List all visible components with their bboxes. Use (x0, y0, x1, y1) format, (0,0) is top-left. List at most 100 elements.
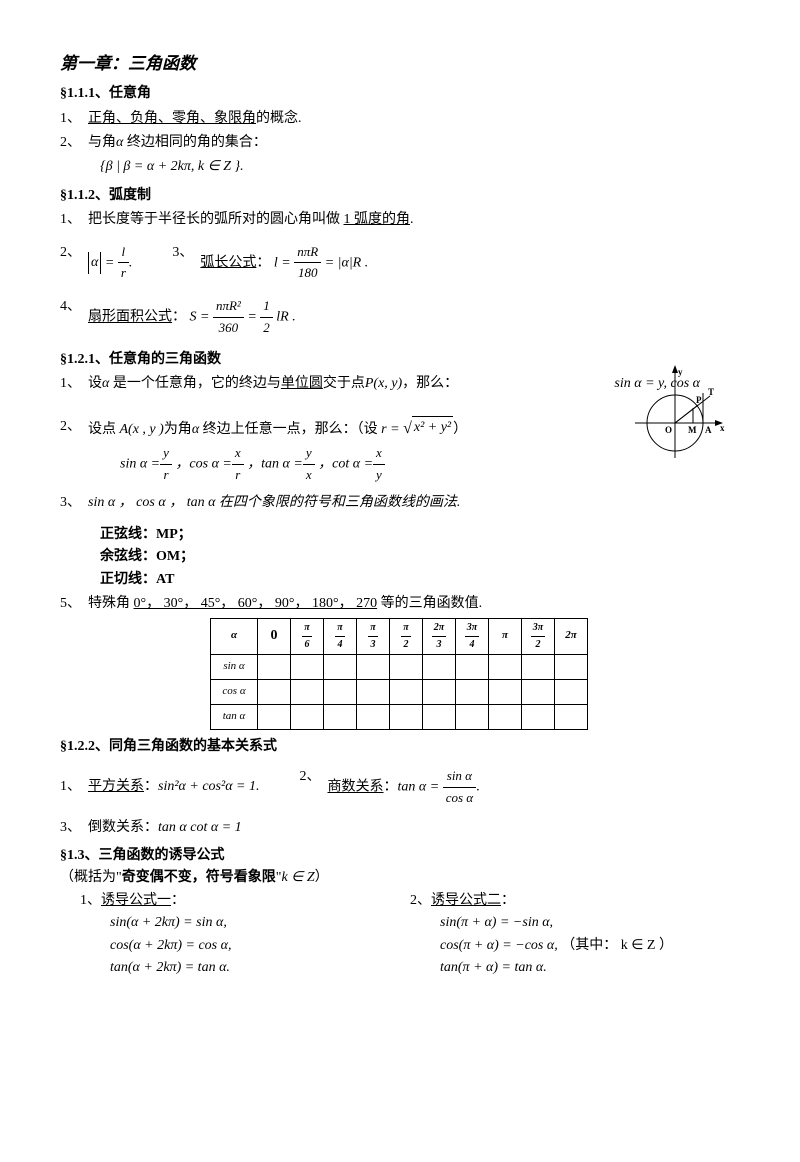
u: 商数关系 (328, 780, 384, 795)
u: 单位圆 (281, 376, 323, 391)
pre: 与角 (88, 135, 116, 150)
eq3: tan(π + α) = tan α. (440, 957, 740, 979)
u: 扇形面积公式 (88, 310, 172, 325)
pre: 设点 (88, 422, 120, 437)
section-1-1-2-title: §1.1.2、弧度制 (60, 185, 740, 207)
P-label: P (696, 395, 702, 405)
row-cos: cos α (211, 679, 588, 704)
chapter-title: 第一章：三角函数 (60, 50, 740, 77)
y-label: y (678, 367, 683, 377)
row-sin: sin α (211, 654, 588, 679)
frac: sin αcos α (443, 766, 476, 809)
eq1: sin(π + α) = −sin α, (440, 912, 740, 934)
num: 1、 (60, 373, 88, 395)
text: sin α ， cos α ， tan α 在四个象限的符号和三角函数线的画法. (88, 492, 460, 514)
u: 诱导公式二 (431, 893, 501, 908)
line-sin: 正弦线：MP； (100, 524, 740, 546)
s121-i3: 3、 sin α ， cos α ， tan α 在四个象限的符号和三角函数线的… (60, 492, 740, 514)
u: 1 弧度的角 (344, 212, 411, 227)
end: ） (453, 422, 467, 437)
post: lR . (276, 310, 295, 325)
eq2: cos(π + α) = −cos α, (440, 938, 558, 953)
s111-formula: {β | β = α + 2kπ, k ∈ Z }. (100, 156, 740, 178)
u: 0°， 30°， 45°， 60°， 90°， 180°， 270 (134, 596, 378, 611)
post: 终边相同的角的集合： (123, 135, 267, 150)
num: 4、 (60, 296, 88, 318)
post: 交于点 (323, 376, 365, 391)
c1: π6 (291, 618, 324, 654)
f2: ，cos α = (175, 457, 231, 472)
trig-values-table: α 0 π6 π4 π3 π2 2π3 3π4 π 3π2 2π sin α c… (210, 618, 588, 730)
M-label: M (688, 425, 697, 435)
group2: 2、诱导公式二： sin(π + α) = −sin α, cos(π + α)… (410, 890, 740, 980)
num: 2、 (60, 242, 88, 264)
lhs: l = (274, 255, 291, 270)
s112-i3: 3、 弧长公式： l = nπR180 = |α|R . (172, 242, 368, 285)
s111-item1: 1、 正角、负角、零角、象限角的概念. (60, 108, 740, 130)
section-1-3-title: §1.3、三角函数的诱导公式 (60, 845, 740, 867)
num: 1、 (60, 209, 88, 231)
T-label: T (708, 387, 714, 397)
A: A(x , y ) (120, 422, 164, 437)
num: 1、 (60, 776, 88, 798)
c0: 0 (258, 618, 291, 654)
c6: 3π4 (456, 618, 489, 654)
diagram-wrap: 1、 设α 是一个任意角，它的终边与单位圆交于点P(x, y)，那么： sin … (60, 373, 740, 441)
group1: 1、诱导公式一： sin(α + 2kπ) = sin α, cos(α + 2… (60, 890, 410, 980)
s122-i1: 1、 平方关系：sin²α + cos²α = 1. (60, 776, 260, 798)
colon: ： (171, 893, 185, 908)
c2: π4 (324, 618, 357, 654)
dot: . (129, 255, 133, 270)
num: 2、 (60, 132, 88, 154)
mid: 是一个任意角，它的终边与 (109, 376, 281, 391)
eq: tan α cot α = 1 (158, 820, 242, 835)
s13-note: （概括为"奇变偶不变，符号看象限"k ∈ Z） (60, 867, 740, 889)
eq3: tan(α + 2kπ) = tan α. (110, 957, 410, 979)
num: 3、 (60, 817, 88, 839)
p: P(x, y) (365, 376, 402, 391)
u: 正角、负角、零角、象限角 (88, 111, 256, 126)
pre: 设 (88, 376, 102, 391)
text: 倒数关系： (88, 820, 158, 835)
frac: nπR180 (294, 242, 321, 285)
s122-i3: 3、 倒数关系：tan α cot α = 1 (60, 817, 740, 839)
s112-row: 2、 α = lr. 3、 弧长公式： l = nπR180 = |α|R . (60, 240, 740, 287)
f4: ，cot α = (318, 457, 373, 472)
post: . (410, 212, 414, 227)
eq2: cos(α + 2kπ) = cos α, (110, 935, 410, 957)
induction-formulas: 1、诱导公式一： sin(α + 2kπ) = sin α, cos(α + 2… (60, 890, 740, 980)
s112-i4: 4、 扇形面积公式： S = nπR²360 = 12 lR . (60, 296, 740, 339)
post: 的概念. (256, 111, 302, 126)
f1: sin α = (120, 457, 160, 472)
num: 1、 (80, 893, 101, 908)
num: 1、 (60, 108, 88, 130)
c9: 2π (555, 618, 588, 654)
s112-i1: 1、 把长度等于半径长的弧所对的圆心角叫做 1 弧度的角. (60, 209, 740, 231)
line-tan: 正切线：AT (100, 569, 740, 591)
A-label: A (705, 425, 712, 435)
r: r = (381, 422, 403, 437)
num: 2、 (410, 893, 431, 908)
u: 平方关系 (88, 779, 144, 794)
colon: ： (384, 780, 398, 795)
line-cos: 余弦线：OM； (100, 546, 740, 568)
alpha-head: α (211, 618, 258, 654)
section-1-2-2-title: §1.2.2、同角三角函数的基本关系式 (60, 736, 740, 758)
frac1: nπR²360 (213, 296, 244, 339)
unit-circle-diagram: y x O M A P T (620, 363, 730, 463)
c4: π2 (390, 618, 423, 654)
colon: ： (172, 310, 186, 325)
s122-i2: 2、 商数关系：tan α = sin αcos α. (300, 766, 480, 809)
lhs: S = (190, 310, 210, 325)
end: ） (315, 870, 329, 885)
end: ，那么： (402, 376, 458, 391)
u: 诱导公式一 (101, 893, 171, 908)
num: 2、 (300, 766, 328, 788)
section-1-1-1-title: §1.1.1、任意角 (60, 83, 740, 105)
pre: 把长度等于半径长的弧所对的圆心角叫做 (88, 212, 344, 227)
num: 3、 (172, 242, 200, 264)
c5: 2π3 (423, 618, 456, 654)
f3: ，tan α = (247, 457, 303, 472)
eq: = (247, 310, 256, 325)
colon: ： (501, 893, 515, 908)
